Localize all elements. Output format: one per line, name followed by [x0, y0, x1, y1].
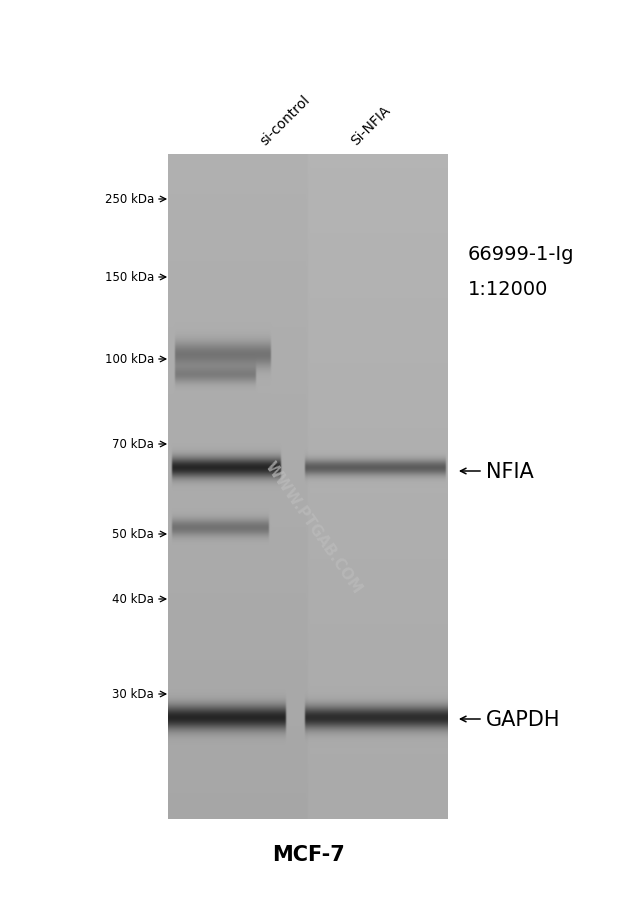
Text: 30 kDa: 30 kDa: [112, 687, 154, 701]
Text: 1:12000: 1:12000: [468, 281, 548, 299]
Text: 100 kDa: 100 kDa: [105, 353, 154, 366]
Text: WWW.PTGAB.COM: WWW.PTGAB.COM: [262, 458, 365, 595]
Text: 66999-1-Ig: 66999-1-Ig: [468, 245, 575, 264]
Text: 70 kDa: 70 kDa: [112, 438, 154, 451]
Text: MCF-7: MCF-7: [272, 844, 344, 864]
Text: 150 kDa: 150 kDa: [105, 272, 154, 284]
Text: 40 kDa: 40 kDa: [112, 593, 154, 606]
Text: 50 kDa: 50 kDa: [112, 528, 154, 541]
Text: si-control: si-control: [258, 93, 313, 148]
Text: Si-NFIA: Si-NFIA: [348, 103, 393, 148]
Text: GAPDH: GAPDH: [486, 709, 560, 729]
Text: NFIA: NFIA: [486, 462, 534, 482]
Text: 250 kDa: 250 kDa: [105, 193, 154, 207]
